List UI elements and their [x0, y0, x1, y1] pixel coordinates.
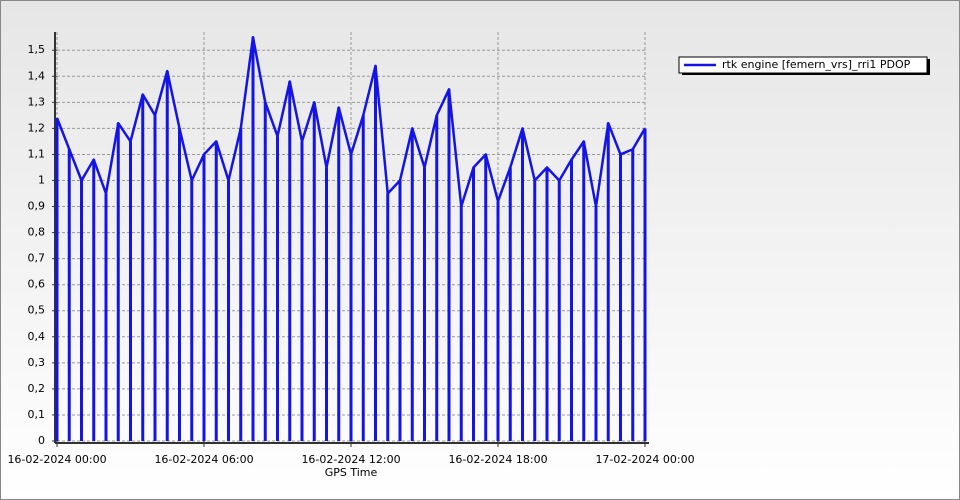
y-tick-label: 0,4 [28, 330, 46, 343]
y-tick-label: 1,3 [28, 95, 46, 108]
y-tick-label: 0,2 [28, 382, 46, 395]
y-tick-label: 1,2 [28, 121, 46, 134]
x-tick-label: 17-02-2024 00:00 [595, 453, 694, 466]
y-tick-label: 0,9 [28, 200, 46, 213]
legend-label: rtk engine [femern_vrs]_rri1 PDOP [722, 58, 911, 71]
data-line [55, 35, 647, 208]
x-tick-label: 16-02-2024 18:00 [448, 453, 547, 466]
y-tick-label: 1,1 [28, 147, 46, 160]
legend-box [678, 56, 928, 74]
x-tick-label: 16-02-2024 06:00 [154, 453, 253, 466]
y-tick-label: 1,5 [28, 43, 46, 56]
y-tick-label: 0,7 [28, 252, 46, 265]
y-tick-label: 0,6 [28, 278, 46, 291]
y-tick-label: 1 [38, 173, 45, 186]
y-tick-label: 0,5 [28, 304, 46, 317]
x-tick-label: 16-02-2024 12:00 [301, 453, 400, 466]
y-tick-label: 0,8 [28, 226, 46, 239]
x-tick-label: 16-02-2024 00:00 [7, 453, 106, 466]
y-tick-label: 0,3 [28, 356, 46, 369]
y-tick-label: 1,4 [28, 69, 46, 82]
x-axis-title: GPS Time [325, 466, 378, 479]
y-tick-label: 0,1 [28, 408, 46, 421]
y-tick-label: 0 [38, 434, 45, 447]
